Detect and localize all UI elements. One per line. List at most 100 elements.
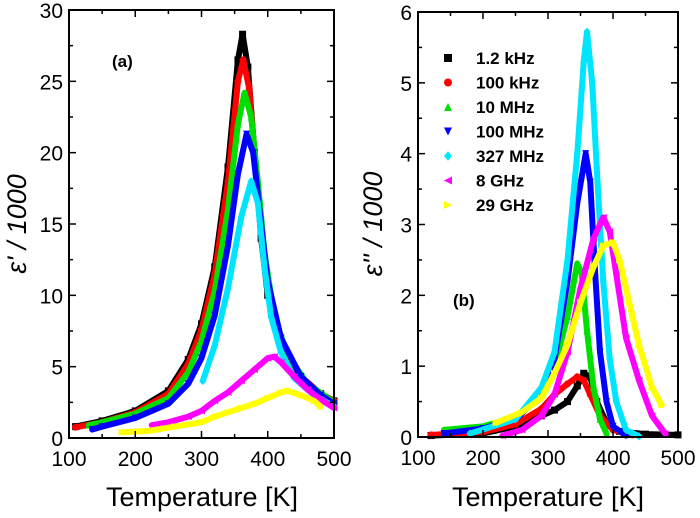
data-point xyxy=(648,412,656,420)
data-point xyxy=(583,27,591,37)
data-point xyxy=(260,262,268,271)
data-point xyxy=(466,429,474,438)
y-tick-label: 15 xyxy=(40,214,63,237)
data-point xyxy=(590,383,597,391)
data-point xyxy=(564,255,571,265)
data-point xyxy=(622,334,630,342)
data-point xyxy=(184,413,192,421)
series-line xyxy=(493,239,665,426)
data-point xyxy=(164,400,172,408)
data-point xyxy=(224,284,232,293)
data-point xyxy=(234,170,242,178)
data-point xyxy=(625,298,633,306)
data-point xyxy=(239,56,247,64)
data-point xyxy=(310,397,318,405)
data-point xyxy=(237,377,245,385)
data-point xyxy=(297,391,305,399)
data-point xyxy=(606,228,614,236)
data-point xyxy=(580,376,588,384)
series-29-ghz xyxy=(118,387,325,436)
legend-item: 1.2 kHz xyxy=(444,49,535,68)
x-tick-label: 400 xyxy=(250,448,285,471)
series-line xyxy=(499,214,668,439)
data-point xyxy=(198,354,205,362)
data-point xyxy=(241,89,249,97)
y-tick-label: 6 xyxy=(400,2,412,25)
data-point xyxy=(606,354,614,364)
panel-a: 100 200 300 400 500 0 5 10 15 20 25 30 xyxy=(40,0,352,471)
data-point xyxy=(211,397,219,405)
data-point xyxy=(599,213,607,221)
y-tick-label: 0 xyxy=(51,428,63,451)
y-tick-label: 3 xyxy=(400,215,412,238)
data-point xyxy=(234,77,242,85)
data-point xyxy=(244,63,252,71)
legend-marker xyxy=(444,127,452,136)
data-point xyxy=(564,341,571,349)
data-point xyxy=(145,427,152,435)
data-point xyxy=(661,429,669,437)
data-point xyxy=(658,401,666,409)
legend-label: 1.2 kHz xyxy=(476,49,535,68)
data-point xyxy=(297,373,305,381)
data-point xyxy=(131,414,139,422)
legend-marker xyxy=(444,103,452,111)
data-point xyxy=(577,298,584,306)
data-point xyxy=(573,382,581,390)
data-point xyxy=(317,391,325,399)
data-point xyxy=(234,120,242,128)
data-point xyxy=(277,388,285,396)
y-tick-label: 2 xyxy=(400,285,412,308)
data-point xyxy=(199,376,207,386)
panel-b-x-axis-label: Temperature [K] xyxy=(452,482,644,512)
series-8-ghz xyxy=(148,353,338,429)
x-tick-label: 500 xyxy=(660,447,695,470)
data-point xyxy=(251,366,258,374)
x-tick-label: 500 xyxy=(316,448,351,471)
data-point xyxy=(593,163,601,173)
data-point xyxy=(590,235,597,243)
x-tick-label: 200 xyxy=(118,448,153,471)
legend-marker xyxy=(444,176,452,185)
data-point xyxy=(251,400,258,408)
y-tick-label: 10 xyxy=(40,285,63,308)
data-point xyxy=(317,395,325,403)
data-point xyxy=(622,425,630,435)
data-point xyxy=(551,347,558,357)
y-tick-label: 0 xyxy=(400,427,412,450)
y-tick-label: 20 xyxy=(40,143,63,166)
data-point xyxy=(247,177,255,186)
data-point xyxy=(239,30,247,38)
data-point xyxy=(580,369,588,377)
data-point xyxy=(198,418,205,426)
data-point xyxy=(237,404,245,412)
data-point xyxy=(564,313,571,321)
legend: 1.2 kHz 100 kHz 10 MHz 100 MHz 327 MHz 8 GHz 2… xyxy=(444,49,544,215)
data-point xyxy=(284,387,292,395)
data-point xyxy=(148,421,156,429)
legend-marker xyxy=(444,151,452,161)
series-327-mhz xyxy=(466,27,643,441)
y-tick-label: 5 xyxy=(400,73,412,96)
legend-item: 100 MHz xyxy=(444,123,544,142)
data-point xyxy=(277,358,285,366)
legend-label: 8 GHz xyxy=(476,172,524,191)
legend-marker xyxy=(444,78,452,87)
panel-a-label: (a) xyxy=(112,52,133,71)
legend-item: 29 GHz xyxy=(444,196,534,215)
data-point xyxy=(551,369,558,377)
data-point xyxy=(164,418,172,426)
data-point xyxy=(582,150,590,158)
x-tick-label: 400 xyxy=(595,447,630,470)
panel-b-y-axis-label: ε'' / 1000 xyxy=(358,172,388,277)
data-point xyxy=(264,354,272,362)
data-point xyxy=(612,397,620,406)
panel-a-x-axis-label: Temperature [K] xyxy=(106,482,298,512)
data-point xyxy=(538,412,545,420)
legend-item: 8 GHz xyxy=(444,172,524,191)
legend-label: 327 MHz xyxy=(476,147,544,166)
data-point xyxy=(573,259,581,267)
data-point xyxy=(243,130,251,138)
data-point xyxy=(599,276,607,286)
legend-label: 100 MHz xyxy=(476,123,544,142)
